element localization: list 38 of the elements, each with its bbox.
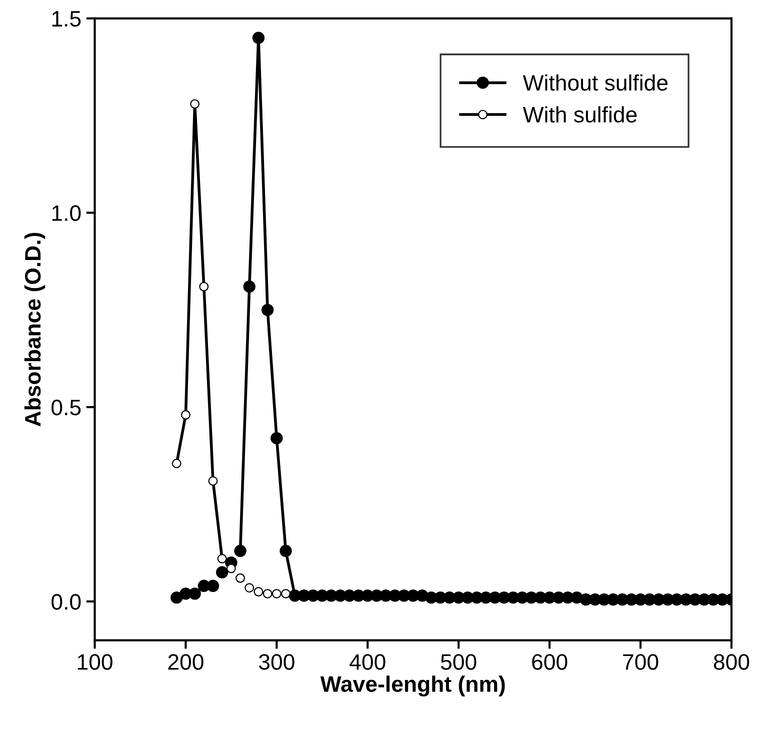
point [226, 564, 236, 574]
y-tick-label: 1.5 [52, 11, 81, 27]
x-tick-label: 400 [350, 654, 386, 670]
point [281, 588, 290, 598]
x-tick-label: 100 [78, 654, 112, 670]
y-tick-label: 0.0 [52, 594, 81, 610]
x-tick-label: 500 [440, 654, 476, 670]
point [272, 588, 282, 598]
point [262, 588, 272, 598]
point [188, 588, 201, 600]
y-tick-label: 1.0 [52, 205, 81, 222]
point [190, 99, 200, 109]
point [244, 583, 254, 593]
point [252, 32, 265, 44]
legend-label: Without sulfide [522, 74, 668, 91]
point [243, 280, 256, 293]
x-tick-label: 600 [532, 654, 568, 670]
x-tick-label: 700 [623, 654, 658, 670]
point [270, 432, 283, 444]
point [216, 566, 228, 578]
legend-label: With sulfide [522, 106, 637, 123]
point [254, 587, 264, 596]
point [180, 410, 190, 420]
x-tick-label: 200 [168, 654, 204, 670]
point [261, 304, 274, 316]
point [170, 591, 183, 604]
point [199, 282, 209, 292]
point [208, 476, 218, 486]
y-tick-label: 0.5 [52, 400, 81, 416]
y-axis-title: Absorbance (O.D.) [24, 232, 46, 426]
point [280, 544, 292, 558]
point [172, 458, 182, 468]
point [236, 573, 246, 583]
point [234, 544, 246, 558]
x-axis-title: Wave-lenght (nm) [320, 676, 505, 696]
x-tick-label: 800 [714, 654, 750, 670]
point [217, 554, 227, 564]
x-tick-label: 300 [258, 654, 294, 670]
